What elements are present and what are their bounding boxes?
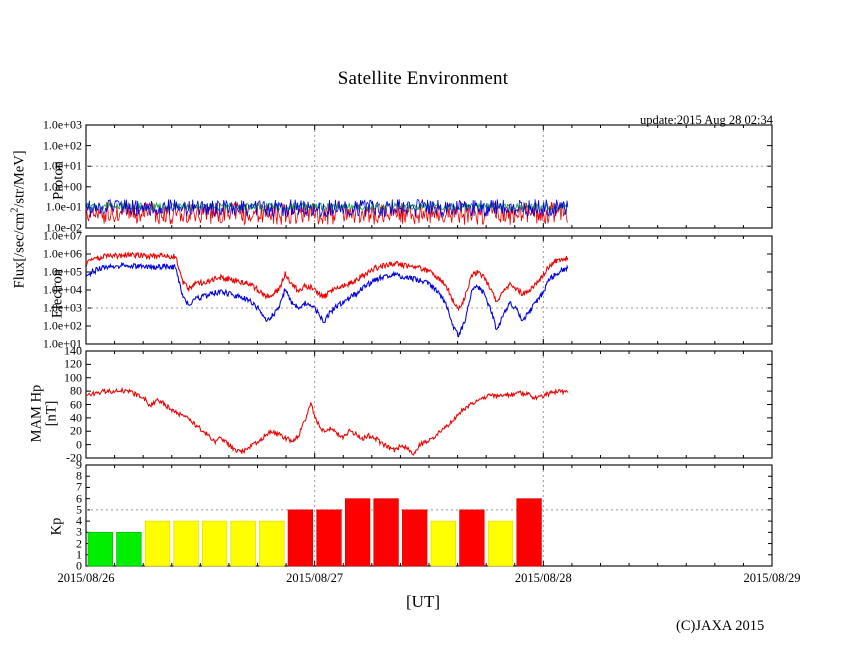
proton-ytick-0: 1.0e+03: [42, 117, 82, 132]
kp-bar: [373, 498, 399, 567]
electron-ytick-1: 1.0e+06: [42, 246, 82, 261]
kp-bar: [459, 509, 485, 567]
electron-ytick-2: 1.0e+05: [42, 264, 82, 279]
electron-ytick-0: 1.0e+07: [42, 228, 82, 243]
proton-blue: [85, 198, 569, 218]
proton-ytick-2: 1.0e+01: [42, 158, 82, 173]
kp-bar: [402, 509, 428, 567]
kp-ytick-4: 5: [76, 502, 82, 517]
kp-ytick-6: 3: [76, 524, 82, 539]
mamhp-ytick-0: 140: [64, 343, 82, 358]
electron-ytick-4: 1.0e+03: [42, 300, 82, 315]
mamhp-ytick-3: 80: [70, 383, 82, 398]
kp-bar: [430, 520, 456, 567]
x-axis-label: [UT]: [406, 592, 440, 611]
kp-bar: [316, 509, 342, 567]
kp-bar: [259, 520, 285, 567]
proton-ytick-4: 1.0e-01: [45, 199, 82, 214]
mamhp-ytick-4: 60: [70, 397, 82, 411]
kp-bar: [344, 498, 371, 567]
kp-ytick-1: 8: [76, 468, 82, 483]
mamhp-ytick-5: 40: [70, 410, 82, 425]
kp-bar: [116, 531, 142, 567]
mamhp-ytick-8: -20: [66, 450, 82, 465]
page-title: Satellite Environment: [337, 68, 509, 89]
kp-bar: [516, 498, 542, 567]
kp-ytick-7: 2: [76, 536, 82, 551]
kp-bar: [230, 520, 256, 567]
x-tick-label-2: 2015/08/28: [514, 571, 572, 585]
kp-ytick-0: 9: [76, 457, 82, 472]
x-tick-label-3: 2015/08/29: [743, 571, 801, 585]
copyright-notice: (C)JAXA 2015: [676, 618, 765, 634]
proton-ytick-5: 1.0e-02: [45, 220, 82, 235]
mamhp-ytick-1: 120: [64, 356, 82, 371]
mam-hp-red: [85, 386, 569, 456]
kp-bar: [201, 520, 228, 567]
kp-bar: [87, 531, 113, 567]
kp-bar: [487, 520, 514, 567]
kp-ytick-5: 4: [76, 513, 82, 528]
x-tick-label-1: 2015/08/27: [286, 571, 344, 585]
mamhp-ytick-6: 20: [70, 423, 82, 438]
kp-ytick-8: 1: [76, 547, 82, 562]
mamhp-ytick-2: 100: [64, 370, 82, 385]
kp-ytick-2: 7: [76, 479, 82, 494]
proton-ytick-1: 1.0e+02: [42, 138, 82, 153]
kp-bar: [173, 520, 199, 567]
kp-ytick-9: 0: [76, 558, 82, 573]
kp-bar: [144, 520, 171, 567]
update-timestamp: update:2015 Aug 28 02:34: [640, 113, 773, 127]
kp-bar: [287, 509, 314, 567]
kp-ytick-3: 6: [76, 491, 82, 506]
proton-ytick-3: 1.0e+00: [42, 179, 82, 194]
electron-ytick-3: 1.0e+04: [42, 282, 82, 297]
electron-ytick-6: 1.0e+01: [42, 336, 82, 351]
electron-red: [85, 251, 569, 312]
electron-ytick-5: 1.0e+02: [42, 318, 82, 333]
electron-blue: [85, 261, 569, 338]
x-tick-label-0: 2015/08/26: [57, 571, 115, 585]
mamhp-ytick-7: 0: [76, 437, 82, 452]
